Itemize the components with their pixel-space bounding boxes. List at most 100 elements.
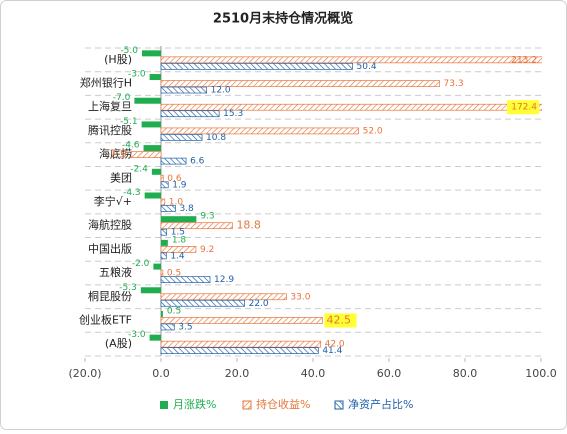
bar <box>160 110 220 118</box>
bar <box>149 74 161 81</box>
value-label: 18.8 <box>236 219 261 232</box>
category-label: (H股) <box>104 53 132 66</box>
x-tick-label: 20.0 <box>225 367 250 380</box>
x-tick-label: (20.0) <box>68 367 101 380</box>
bar <box>153 263 161 270</box>
value-label: 42.5 <box>327 313 352 326</box>
x-tick-label: 60.0 <box>377 367 402 380</box>
bar <box>160 246 197 253</box>
x-tick-label: 40.0 <box>301 367 326 380</box>
bar <box>160 347 319 355</box>
bar <box>160 252 167 260</box>
bar <box>161 310 163 317</box>
bar <box>161 239 168 246</box>
category-label: 创业板ETF <box>79 312 132 326</box>
category-label: 五粮液 <box>99 265 132 279</box>
category-label: 郑州银行H <box>80 76 132 90</box>
value-label: -7.9 <box>106 148 127 161</box>
bar <box>160 103 542 111</box>
value-label: 52.0 <box>363 126 383 136</box>
legend-swatch <box>160 401 168 409</box>
bar <box>160 198 166 206</box>
chart-title: 2510月末持仓情况概览 <box>213 11 353 27</box>
value-label: 1.9 <box>172 180 187 190</box>
bar <box>161 216 197 223</box>
bar <box>160 276 211 283</box>
bar <box>160 228 168 236</box>
bar <box>160 323 175 331</box>
bar <box>160 62 353 70</box>
bar <box>160 181 169 189</box>
value-label: 172.4 <box>511 103 537 113</box>
value-label: 9.3 <box>200 212 214 222</box>
bar <box>160 80 440 87</box>
bar <box>160 56 542 64</box>
value-label: -5.0 <box>120 46 138 56</box>
legend-label: 月涨跌% <box>173 397 216 411</box>
value-label: 33.0 <box>290 292 310 302</box>
bar <box>140 287 161 294</box>
value-label: 3.8 <box>179 204 194 214</box>
category-label: 海底捞 <box>99 147 132 161</box>
category-label: 上海复旦 <box>88 99 132 113</box>
bar <box>160 134 203 141</box>
category-label: 李宁√+ <box>94 194 132 208</box>
value-label: 12.9 <box>214 275 234 285</box>
value-label: -2.4 <box>130 164 148 174</box>
legend-label: 净资产占比% <box>348 397 413 411</box>
value-label: 10.8 <box>206 133 226 143</box>
bar <box>160 222 233 230</box>
category-label: 腾讯控股 <box>88 123 132 137</box>
value-label: -4.3 <box>123 188 141 198</box>
value-label: -4.6 <box>122 141 140 151</box>
bar <box>160 269 164 277</box>
bar <box>160 86 207 94</box>
bar <box>144 192 161 199</box>
value-label: -7.0 <box>113 93 131 103</box>
bar <box>143 145 161 152</box>
value-label: -3.0 <box>128 70 146 80</box>
bar <box>160 340 321 348</box>
value-label: 1.0 <box>169 198 184 208</box>
value-label: 9.2 <box>200 245 214 255</box>
bar <box>134 97 161 104</box>
value-label: 3.5 <box>178 322 192 332</box>
value-label: 12.0 <box>211 86 231 96</box>
bar <box>160 293 287 301</box>
value-label: 73.3 <box>444 79 464 89</box>
value-label: 6.6 <box>190 157 205 167</box>
value-label: -5.1 <box>120 117 138 127</box>
category-label: 中国出版 <box>88 241 132 255</box>
x-tick-label: 100.0 <box>525 367 557 380</box>
bar <box>160 157 187 165</box>
value-label: 50.4 <box>357 62 377 72</box>
value-label: 41.4 <box>322 346 342 356</box>
value-label: 1.8 <box>172 235 187 245</box>
bar <box>160 127 359 135</box>
category-label: 美团 <box>110 171 132 184</box>
x-tick-label: 0.0 <box>152 367 170 380</box>
legend-label: 持仓收益% <box>256 397 310 411</box>
bar <box>141 121 161 128</box>
value-label: 1.4 <box>170 251 185 261</box>
value-label: 42.0 <box>325 340 345 350</box>
plot-area <box>130 50 542 355</box>
value-label: 0.6 <box>167 174 182 184</box>
value-label: 1.5 <box>171 228 185 238</box>
value-label: 0.5 <box>167 269 181 279</box>
bar <box>130 151 162 158</box>
label-highlight <box>507 100 539 115</box>
value-label: 22.0 <box>249 299 269 309</box>
value-label: -5.3 <box>119 283 137 293</box>
x-tick-label: 80.0 <box>453 367 478 380</box>
category-label: 海航控股 <box>88 218 132 232</box>
legend-swatch <box>242 400 252 410</box>
bar <box>160 174 164 182</box>
value-label: 0.5 <box>167 306 181 316</box>
bar <box>149 334 161 341</box>
bar <box>151 168 161 175</box>
label-highlight <box>324 313 357 328</box>
value-label: 15.3 <box>223 109 243 119</box>
value-label: 213.2 <box>511 55 537 65</box>
category-label: 桐昆股份 <box>88 289 132 303</box>
